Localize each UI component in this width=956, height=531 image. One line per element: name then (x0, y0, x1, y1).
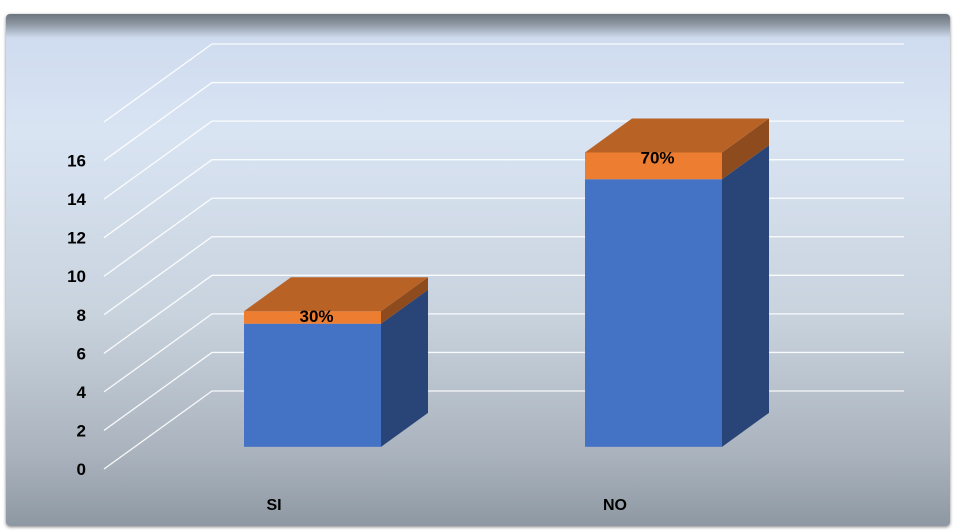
y-tick-label: 0 (77, 460, 86, 479)
data-label: 30% (299, 307, 333, 326)
y-tick-label: 8 (77, 306, 86, 325)
y-axis-ticks: 0 2 4 6 8 10 12 14 16 (67, 152, 86, 479)
bar-segment-side (722, 145, 769, 447)
bars: 30% 70% (244, 118, 769, 446)
x-category-label: NO (603, 497, 627, 514)
x-category-label: SI (266, 497, 281, 514)
y-tick-label: 10 (67, 267, 86, 286)
y-tick-label: 2 (77, 421, 86, 440)
y-tick-label: 4 (77, 383, 87, 402)
y-tick-label: 6 (77, 344, 86, 363)
gridlines (104, 44, 904, 469)
y-tick-label: 12 (67, 229, 86, 248)
gridline (104, 391, 904, 469)
y-tick-label: 14 (67, 190, 86, 209)
x-axis-categories: SI NO (266, 497, 627, 514)
y-tick-label: 16 (67, 152, 86, 171)
data-label: 70% (640, 148, 674, 167)
bar-segment-front (585, 179, 722, 447)
bar-segment-front (244, 324, 381, 447)
